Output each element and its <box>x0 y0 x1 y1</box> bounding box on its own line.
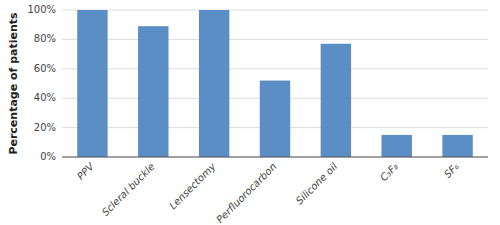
x-tick-label: PPV <box>75 160 97 182</box>
grid-line <box>62 68 488 69</box>
bar <box>442 135 472 157</box>
y-tick-label: 60% <box>34 63 56 74</box>
x-tick-label: Perfluorocarbon <box>214 161 278 225</box>
grid-line <box>62 10 488 11</box>
y-tick-label: 40% <box>34 92 56 103</box>
x-tick-label: Scleral buckle <box>100 161 157 218</box>
y-tick-label: 100% <box>27 4 56 15</box>
x-axis-line <box>62 157 488 158</box>
bar <box>382 135 412 157</box>
bar <box>199 10 229 157</box>
chart-container: 0% 20% 40% 60% 80% 100% PPVScleral buckleLense… <box>0 0 500 225</box>
y-tick-label: 0% <box>40 151 56 162</box>
x-tick-label: SF₆ <box>442 161 461 180</box>
bar <box>321 44 351 157</box>
bar <box>138 26 168 157</box>
y-axis-label: Percentage of patients <box>7 12 20 155</box>
x-tick-label: Lensectomy <box>167 160 218 211</box>
grid-line <box>62 157 488 158</box>
x-tick-label: C₃F₈ <box>378 161 400 183</box>
bars <box>77 10 473 157</box>
chart: 0% 20% 40% 60% 80% 100% PPVScleral buckleLense… <box>0 0 500 225</box>
x-tick-label: Silicone oil <box>294 161 340 207</box>
grid-line <box>62 39 488 40</box>
bar <box>77 10 107 157</box>
grid <box>62 10 488 157</box>
bar <box>260 81 290 157</box>
y-tick-label: 80% <box>34 33 56 44</box>
y-tick-label: 20% <box>34 122 56 133</box>
